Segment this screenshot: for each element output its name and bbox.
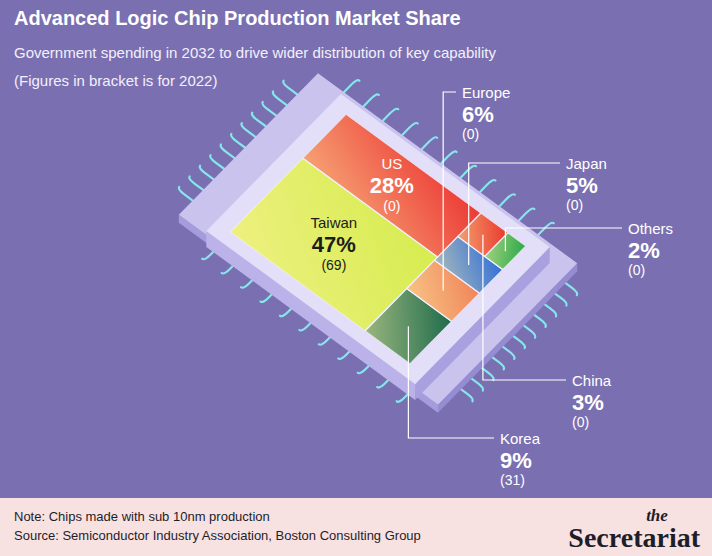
value-2022-label: (0) <box>566 197 583 213</box>
value-label: 5% <box>566 173 598 198</box>
chip-pin <box>522 324 536 338</box>
leader-line <box>408 326 494 438</box>
leader-line <box>443 92 456 291</box>
chart-title: Advanced Logic Chip Production Market Sh… <box>14 7 461 29</box>
data-labels: Taiwan47%(69)US28%(0)Korea9%(31)Europe6%… <box>310 84 673 489</box>
chip-pin <box>189 176 203 190</box>
category-label: Europe <box>462 84 510 101</box>
chip-pin <box>252 113 266 127</box>
value-2022-label: (0) <box>628 262 645 278</box>
leader-line <box>505 228 622 251</box>
chip-pin <box>179 187 193 201</box>
chip-pin <box>563 281 577 295</box>
chip-pin <box>538 223 553 235</box>
chip-pin <box>459 388 473 402</box>
value-label: 47% <box>312 232 356 257</box>
chip-pin <box>200 166 214 180</box>
chip-pin <box>231 134 245 148</box>
chip-pin <box>519 209 534 221</box>
die-top <box>206 94 549 384</box>
leader-line <box>483 235 566 380</box>
treemap-cell <box>303 114 481 257</box>
chart-subtitle: Government spending in 2032 to drive wid… <box>14 44 496 61</box>
pins <box>179 80 577 402</box>
value-label: 6% <box>462 102 494 127</box>
category-label: Others <box>628 220 673 237</box>
chip-pin <box>480 180 495 192</box>
category-label: US <box>381 155 402 172</box>
chip-body <box>179 73 577 413</box>
note: Note: Chips made with sub 10nm productio… <box>14 509 270 524</box>
category-label: China <box>572 372 612 389</box>
value-label: 28% <box>370 173 414 198</box>
chip-pin <box>480 366 494 380</box>
chip-pin <box>262 102 276 116</box>
chip-pin <box>511 335 525 349</box>
chip-pin <box>422 137 437 149</box>
brand: Secretariat <box>568 522 700 553</box>
chip-pin <box>490 356 504 370</box>
chip-pin <box>383 109 398 121</box>
value-2022-label: (69) <box>321 257 346 273</box>
background <box>0 0 712 556</box>
chip-pin <box>532 313 546 327</box>
treemap-marks <box>230 114 526 364</box>
chip-pin <box>283 81 297 95</box>
value-2022-label: (0) <box>462 126 479 142</box>
chip-pin <box>221 144 235 158</box>
chip-pin <box>273 91 287 105</box>
source: Source: Semiconductor Industry Associati… <box>14 528 421 543</box>
chip-pin <box>542 303 556 317</box>
chip-pin <box>499 194 514 206</box>
chip-pin <box>241 123 255 137</box>
chip-pin <box>402 123 417 135</box>
chip-pin <box>344 80 359 92</box>
value-label: 3% <box>572 390 604 415</box>
chip-pin <box>469 377 483 391</box>
chip-pin <box>363 94 378 106</box>
value-2022-label: (0) <box>383 198 400 214</box>
category-label: Korea <box>500 430 541 447</box>
value-label: 9% <box>500 448 532 473</box>
annotation: (Figures in bracket is for 2022) <box>14 72 217 89</box>
footer-band <box>0 498 712 556</box>
category-label: Japan <box>566 155 607 172</box>
chip-pin <box>210 155 224 169</box>
substrate-top <box>179 73 577 405</box>
category-label: Taiwan <box>310 214 357 231</box>
chart-canvas: Taiwan47%(69)US28%(0)Korea9%(31)Europe6%… <box>0 0 712 556</box>
chip-pin <box>553 292 567 306</box>
chip-pin <box>501 345 515 359</box>
value-label: 2% <box>628 238 660 263</box>
value-2022-label: (31) <box>500 472 525 488</box>
treemap-plane <box>230 114 526 364</box>
value-2022-label: (0) <box>572 414 589 430</box>
